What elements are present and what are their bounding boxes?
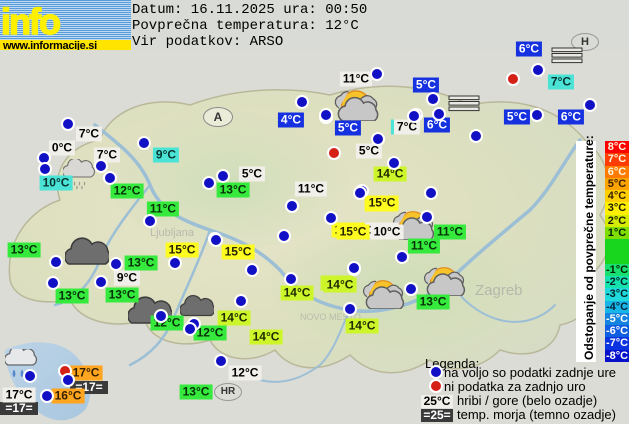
svg-text:info: info: [1, 1, 60, 40]
